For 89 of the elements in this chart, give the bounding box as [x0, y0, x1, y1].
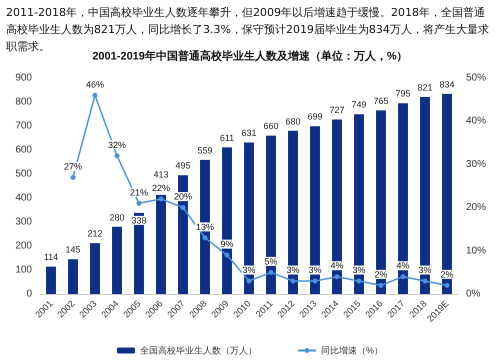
data-label: 13%: [196, 222, 214, 232]
point: [202, 235, 208, 240]
point: [290, 278, 296, 284]
data-label: 3%: [242, 265, 256, 276]
data-label: 631: [241, 128, 257, 138]
bar: [310, 126, 320, 294]
data-label: 559: [197, 145, 213, 156]
data-label: 338: [131, 215, 147, 226]
bar: [288, 130, 298, 294]
data-label: 3%: [308, 265, 322, 276]
bar: [376, 110, 386, 294]
point: [356, 278, 362, 284]
data-label: 3%: [418, 265, 432, 276]
point: [312, 278, 318, 284]
data-label: 145: [65, 244, 81, 255]
data-label: 3%: [286, 265, 300, 276]
bar: [112, 226, 122, 294]
data-label: 9%: [220, 239, 234, 250]
point: [444, 282, 450, 288]
y2-tick-label: 50%: [466, 72, 486, 84]
point: [224, 252, 230, 258]
data-label: 834: [439, 79, 455, 90]
y2-tick-label: 0%: [466, 288, 481, 300]
data-label: 4%: [396, 260, 410, 271]
bar: [398, 103, 408, 294]
bar: [68, 259, 78, 294]
y2-tick-label: 20%: [466, 202, 486, 214]
y2-tick-label: 30%: [466, 158, 486, 170]
data-label: 2%: [440, 269, 454, 280]
bar: [332, 120, 342, 294]
point: [400, 274, 406, 280]
bar: [266, 136, 276, 294]
y-tick-label: 800: [15, 96, 32, 108]
y-tick-label: 300: [15, 216, 32, 228]
data-label: 4%: [330, 260, 344, 271]
point: [92, 92, 98, 98]
y-tick-label: 100: [15, 264, 32, 276]
data-label: 749: [351, 100, 367, 110]
point: [334, 274, 340, 280]
bar: [46, 266, 56, 294]
y-tick-label: 200: [15, 240, 32, 252]
bar: [442, 94, 452, 294]
point: [268, 270, 274, 275]
bar: [222, 147, 232, 294]
bar: [156, 194, 166, 294]
data-label: 699: [307, 112, 323, 122]
legend-label: 全国高校毕业生人数（万人）: [140, 346, 257, 356]
data-label: 821: [417, 82, 433, 92]
data-label: 280: [109, 212, 125, 222]
data-label: 114: [44, 252, 58, 262]
bar: [244, 142, 254, 294]
data-label: 27%: [64, 161, 82, 172]
point: [246, 278, 252, 284]
point: [422, 278, 428, 284]
data-label: 21%: [130, 187, 148, 198]
y-tick-label: 400: [15, 192, 32, 204]
point: [114, 153, 120, 158]
data-label: 413: [153, 169, 169, 180]
point: [180, 205, 186, 210]
data-label: 20%: [174, 192, 192, 202]
point: [136, 200, 142, 206]
legend-label: 同比增速（%）: [321, 346, 384, 356]
data-label: 660: [263, 121, 279, 132]
data-label: 611: [220, 132, 234, 143]
data-label: 795: [395, 88, 411, 99]
point: [158, 196, 164, 202]
y2-tick-label: 10%: [466, 245, 486, 256]
y-tick-label: 700: [15, 120, 32, 132]
data-label: 2%: [374, 269, 388, 280]
data-label: 727: [329, 105, 345, 116]
data-label: 3%: [352, 265, 366, 276]
data-label: 46%: [86, 79, 104, 90]
data-label: 32%: [108, 140, 126, 150]
y-tick-label: 600: [15, 144, 32, 156]
data-label: 212: [87, 228, 103, 239]
data-label: 680: [285, 116, 301, 126]
data-label: 495: [175, 160, 191, 171]
data-label: 765: [373, 96, 389, 106]
data-label: 5%: [264, 256, 278, 266]
bar: [354, 114, 364, 294]
data-label: 22%: [152, 182, 170, 193]
point: [378, 282, 384, 288]
y-tick-label: 500: [15, 168, 32, 180]
y-tick-label: 0: [26, 288, 32, 300]
y2-tick-label: 40%: [466, 116, 486, 127]
y-tick-label: 900: [15, 72, 32, 84]
bar: [90, 243, 100, 294]
point: [70, 174, 76, 180]
bar: [420, 96, 430, 294]
